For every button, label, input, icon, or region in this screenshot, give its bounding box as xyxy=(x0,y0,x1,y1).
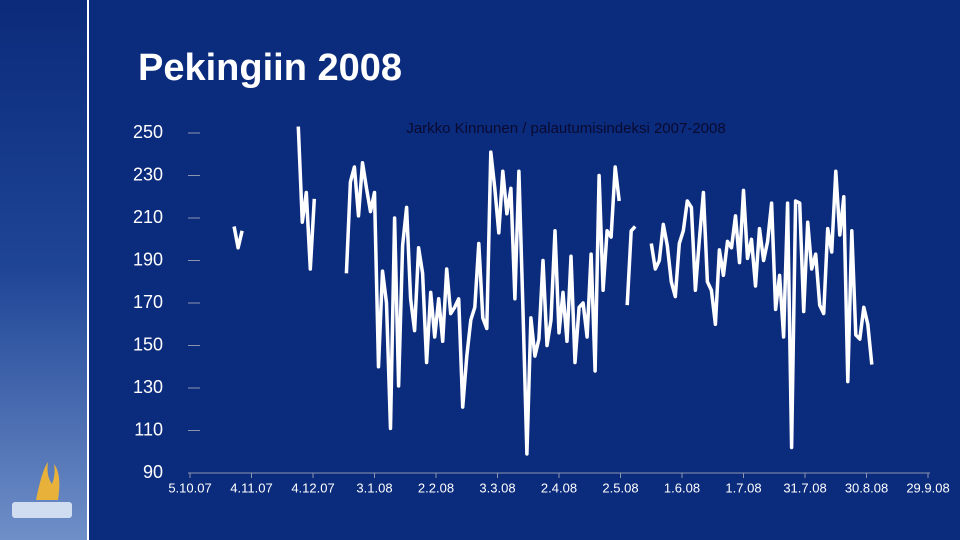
x-tick-label: 5.10.07 xyxy=(168,480,211,495)
x-tick-label: 4.11.07 xyxy=(230,480,272,495)
slide-title: Pekingiin 2008 xyxy=(138,47,402,89)
chart-title: Jarkko Kinnunen / palautumisindeksi 2007… xyxy=(406,120,725,137)
data-line xyxy=(232,126,874,456)
x-tick-label: 4.12.07 xyxy=(291,480,334,495)
x-tick-label: 31.7.08 xyxy=(783,480,826,495)
y-tick-label: 90 xyxy=(143,462,163,482)
x-tick-label: 2.5.08 xyxy=(602,480,638,495)
y-tick-label: 190 xyxy=(133,249,163,269)
x-tick-label: 3.1.08 xyxy=(356,480,392,495)
x-tick-label: 3.3.08 xyxy=(479,480,515,495)
logo-plate xyxy=(12,502,72,518)
y-tick-label: 110 xyxy=(134,419,163,439)
x-tick-label: 30.8.08 xyxy=(845,480,888,495)
side-strip xyxy=(0,0,88,540)
x-tick-label: 2.4.08 xyxy=(541,480,577,495)
y-tick-label: 150 xyxy=(133,334,163,354)
y-tick-label: 250 xyxy=(133,122,163,142)
x-tick-label: 2.2.08 xyxy=(418,480,454,495)
logo-flame xyxy=(36,462,60,500)
y-tick-label: 210 xyxy=(133,207,163,227)
y-tick-label: 130 xyxy=(133,377,163,397)
y-tick-label: 170 xyxy=(133,292,163,312)
x-tick-label: 1.7.08 xyxy=(725,480,761,495)
x-tick-label: 1.6.08 xyxy=(664,480,700,495)
y-tick-label: 230 xyxy=(133,164,163,184)
x-tick-label: 29.9.08 xyxy=(906,480,949,495)
logo xyxy=(12,462,72,518)
